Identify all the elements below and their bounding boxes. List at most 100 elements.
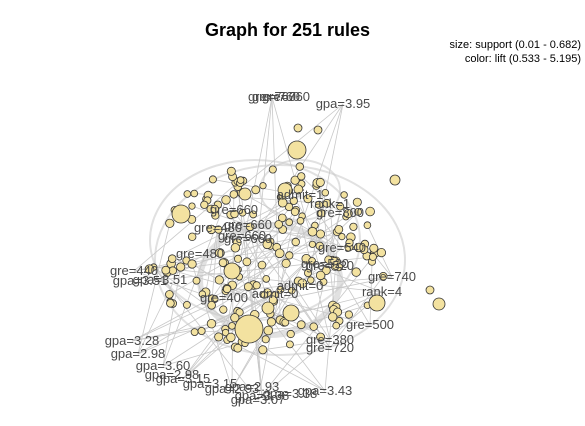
rule-node bbox=[260, 291, 268, 299]
item-label: gre=660 bbox=[210, 202, 258, 217]
rule-edge bbox=[301, 175, 341, 214]
item-label: gre=760 bbox=[248, 89, 296, 104]
rule-node bbox=[230, 243, 241, 253]
rule-node bbox=[322, 198, 332, 208]
rule-edge bbox=[238, 276, 326, 392]
rule-node bbox=[315, 270, 326, 281]
item-label: gpa=3.38 bbox=[235, 388, 290, 403]
rule-node bbox=[229, 190, 238, 199]
rule-node bbox=[316, 332, 326, 342]
rule-node bbox=[214, 332, 224, 342]
rule-node bbox=[285, 251, 294, 260]
legend-size: size: support (0.01 - 0.682) bbox=[449, 39, 581, 51]
rule-node bbox=[221, 328, 230, 337]
rule-node bbox=[303, 268, 312, 277]
rule-edge bbox=[364, 243, 393, 278]
rule-node bbox=[345, 238, 354, 247]
rule-node bbox=[363, 221, 372, 230]
rule-node bbox=[165, 290, 174, 299]
rule-node bbox=[389, 174, 401, 186]
rule-node bbox=[165, 218, 175, 228]
item-label: gre=540 bbox=[318, 240, 366, 255]
rule-node bbox=[249, 210, 258, 219]
rule-edge bbox=[182, 215, 303, 380]
rule-node bbox=[309, 322, 318, 331]
rule-edge bbox=[172, 194, 301, 260]
rule-node bbox=[182, 300, 191, 309]
rule-node bbox=[230, 209, 239, 219]
rule-edge bbox=[253, 96, 273, 286]
rule-node bbox=[336, 202, 345, 211]
rule-node bbox=[166, 298, 175, 308]
item-label: gre=500 bbox=[346, 317, 394, 332]
rule-node bbox=[281, 258, 291, 268]
item-label: gre=760 bbox=[252, 89, 300, 104]
item-label: gre=480 bbox=[194, 220, 242, 235]
rule-edge bbox=[211, 227, 219, 306]
item-label: admit=0 bbox=[277, 278, 324, 293]
rule-node bbox=[308, 257, 316, 265]
rule-node bbox=[214, 225, 223, 234]
rule-node bbox=[344, 310, 353, 319]
rule-node bbox=[161, 265, 171, 275]
item-label: gre=520 bbox=[301, 256, 349, 271]
rule-node bbox=[285, 340, 294, 349]
item-label: gpa=2.93 bbox=[225, 379, 280, 394]
item-label: gpa=3.43 bbox=[298, 383, 353, 398]
rule-edge bbox=[131, 278, 267, 342]
rule-node bbox=[315, 229, 325, 239]
rule-node bbox=[221, 195, 231, 205]
rule-node bbox=[190, 328, 199, 337]
rule-node bbox=[332, 321, 341, 330]
rule-edge bbox=[231, 194, 235, 390]
rule-node bbox=[200, 200, 209, 209]
item-label: gpa=3.15 bbox=[156, 371, 211, 386]
rule-node bbox=[251, 185, 261, 195]
rule-node bbox=[295, 162, 304, 171]
item-label: gpa=3.07 bbox=[231, 392, 286, 407]
rule-node bbox=[198, 290, 206, 298]
rule-node bbox=[188, 202, 196, 210]
rule-edge bbox=[137, 223, 171, 355]
rule-node bbox=[167, 254, 177, 264]
legend-color: color: lift (0.533 - 5.195) bbox=[464, 53, 581, 65]
rule-node bbox=[328, 312, 338, 322]
item-label: gpa=2.98 bbox=[145, 367, 200, 382]
rule-node bbox=[349, 222, 358, 231]
rule-node bbox=[274, 220, 284, 229]
rule-node bbox=[223, 262, 241, 280]
item-label: gre=660 bbox=[224, 217, 272, 232]
rule-node bbox=[340, 191, 348, 199]
rule-edge bbox=[269, 103, 344, 314]
rule-node bbox=[307, 226, 318, 237]
rule-node bbox=[369, 243, 379, 253]
rule-node bbox=[351, 267, 361, 277]
rule-node bbox=[226, 166, 236, 176]
rule-node bbox=[243, 282, 253, 292]
item-label: gpa=3.60 bbox=[136, 358, 191, 373]
rule-node bbox=[268, 295, 278, 305]
rule-node bbox=[277, 182, 293, 198]
rule-edge bbox=[271, 96, 281, 320]
rule-edge bbox=[217, 227, 224, 310]
rule-node bbox=[144, 264, 155, 275]
rule-node bbox=[226, 332, 236, 343]
rule-edge bbox=[153, 266, 259, 401]
rule-node bbox=[354, 207, 363, 216]
rule-node bbox=[218, 258, 228, 268]
rule-node bbox=[263, 325, 274, 336]
item-label: gpa=3.38 bbox=[263, 386, 318, 401]
rule-node bbox=[293, 123, 303, 133]
item-label: gpa=2.98 bbox=[111, 346, 166, 361]
item-label: gpa=3.51 bbox=[113, 273, 168, 288]
rule-node bbox=[308, 240, 316, 248]
rule-node bbox=[262, 239, 272, 250]
rule-node bbox=[210, 204, 219, 214]
rule-node bbox=[293, 184, 304, 195]
rule-node bbox=[215, 248, 225, 258]
rule-node bbox=[242, 257, 252, 267]
item-label: gre=720 bbox=[306, 340, 354, 355]
rule-edge bbox=[162, 266, 182, 367]
rule-node bbox=[285, 218, 294, 227]
